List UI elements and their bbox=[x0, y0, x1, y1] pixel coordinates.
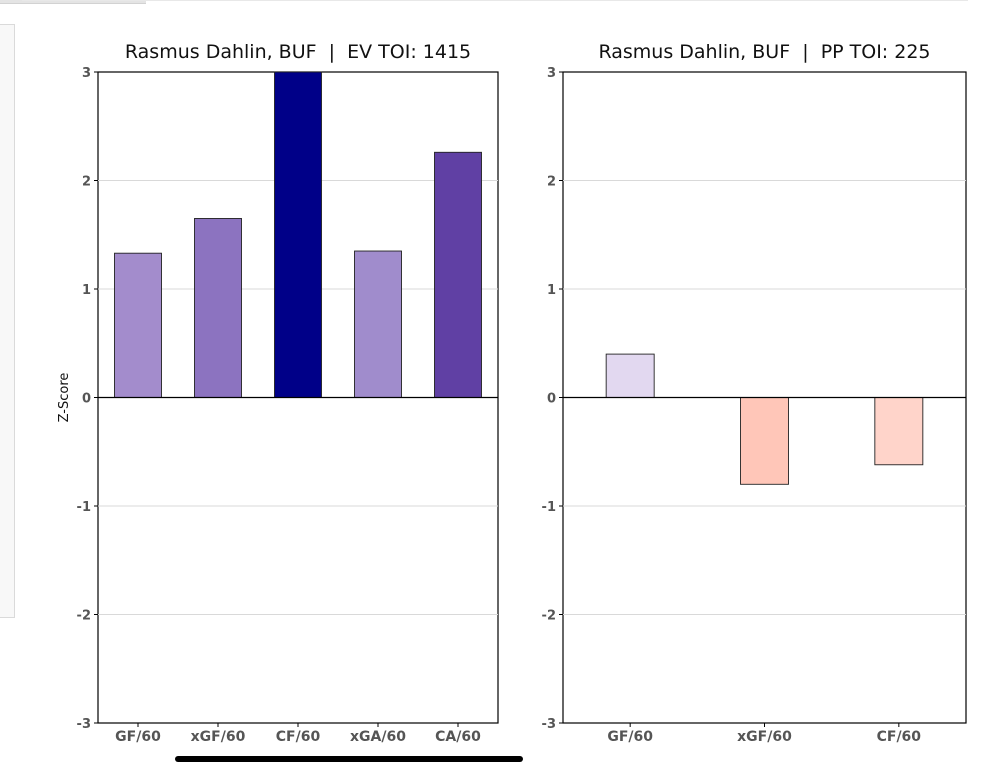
pp-chart-title: Rasmus Dahlin, BUF | PP TOI: 225 bbox=[598, 41, 930, 63]
ev-y-tick-label: 1 bbox=[82, 283, 91, 298]
ev-bar-ca-60 bbox=[434, 151, 482, 398]
top-divider bbox=[22, 0, 968, 1]
pp-y-tick-label: -2 bbox=[542, 609, 556, 624]
ev-x-tick-label: xGA/60 bbox=[350, 729, 406, 745]
ev-x-tick-label: GF/60 bbox=[115, 729, 161, 745]
browser-tab-strip bbox=[0, 0, 146, 4]
pp-y-tick-label: -1 bbox=[542, 500, 556, 515]
ev-x-tick-label: CF/60 bbox=[276, 729, 321, 745]
ev-y-tick-label: 2 bbox=[82, 175, 91, 190]
side-panel bbox=[0, 24, 15, 618]
ev-y-tick-label: -1 bbox=[77, 500, 91, 515]
pp-x-tick-label: GF/60 bbox=[607, 729, 653, 745]
pp-bars bbox=[605, 353, 924, 485]
pp-x-ticks: GF/60 xGF/60 CF/60 bbox=[607, 723, 921, 745]
ev-bar-cf-60 bbox=[274, 71, 322, 398]
ev-x-tick-label: xGF/60 bbox=[191, 729, 246, 745]
pp-bar-xgf-60 bbox=[740, 397, 789, 485]
pp-y-tick-label: 3 bbox=[547, 66, 556, 81]
ev-y-tick-label: -3 bbox=[77, 717, 91, 732]
pp-x-tick-label: xGF/60 bbox=[737, 729, 792, 745]
ev-chart: -3 -2 -1 0 1 2 3 GF/60 xGF/60 CF/60 xGA/60 CA/60 R… bbox=[57, 41, 499, 745]
pp-grid bbox=[563, 180, 966, 615]
home-indicator bbox=[175, 756, 523, 762]
ev-x-ticks: GF/60 xGF/60 CF/60 xGA/60 CA/60 bbox=[115, 723, 481, 745]
ev-y-ticks: -3 -2 -1 0 1 2 3 bbox=[77, 66, 98, 732]
pp-y-tick-label: -3 bbox=[542, 717, 556, 732]
pp-bar-gf-60 bbox=[605, 353, 655, 398]
ev-y-axis-label: Z-Score bbox=[57, 373, 72, 423]
ev-bar-xga-60 bbox=[354, 250, 402, 398]
pp-y-ticks: -3 -2 -1 0 1 2 3 bbox=[542, 66, 563, 732]
ev-y-tick-label: 0 bbox=[82, 392, 91, 407]
ev-bar-gf-60 bbox=[114, 252, 162, 398]
ev-y-tick-label: -2 bbox=[77, 609, 91, 624]
ev-bars bbox=[114, 71, 482, 398]
pp-chart: -3 -2 -1 0 1 2 3 GF/60 xGF/60 CF/60 Rasmus Dahli… bbox=[542, 41, 967, 745]
pp-bar-cf-60 bbox=[874, 397, 924, 466]
ev-y-tick-label: 3 bbox=[82, 66, 91, 81]
ev-bar-xgf-60 bbox=[194, 218, 242, 398]
ev-chart-title: Rasmus Dahlin, BUF | EV TOI: 1415 bbox=[125, 41, 471, 63]
pp-x-tick-label: CF/60 bbox=[877, 729, 922, 745]
pp-y-tick-label: 2 bbox=[547, 175, 556, 190]
pp-y-tick-label: 0 bbox=[547, 392, 556, 407]
pp-y-tick-label: 1 bbox=[547, 283, 556, 298]
ev-x-tick-label: CA/60 bbox=[435, 729, 481, 745]
